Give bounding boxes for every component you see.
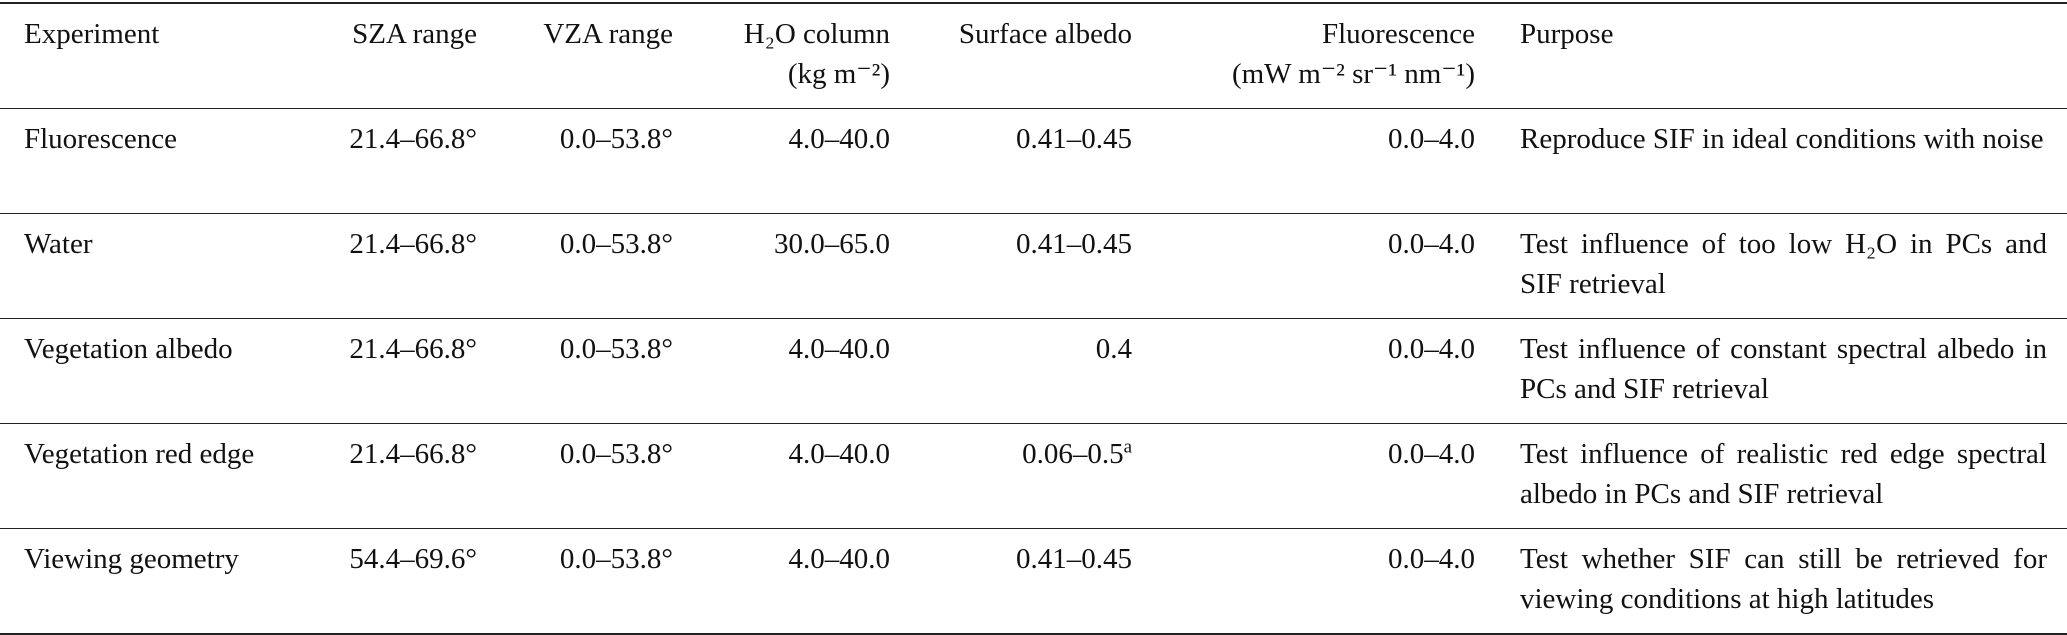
table-cell: 0.0–4.0 bbox=[1135, 214, 1478, 319]
header-cell: Experiment bbox=[0, 3, 330, 109]
cell-text: 54.4–69.6° bbox=[349, 543, 477, 575]
table-cell: Vegetation albedo bbox=[0, 319, 330, 424]
header-text: (mW m⁻² sr⁻¹ nm⁻¹) bbox=[1231, 58, 1475, 90]
cell-text: 0.0–4.0 bbox=[1388, 123, 1475, 155]
header-text: Purpose bbox=[1520, 18, 1614, 50]
table-cell: Water bbox=[0, 214, 330, 319]
table-cell: 0.06–0.5a bbox=[893, 424, 1135, 529]
table-body: Fluorescence 21.4–66.8° 0.0–53.8° 4.0–40.0 0… bbox=[0, 109, 2067, 635]
header-text: SZA range bbox=[352, 18, 477, 50]
table-cell: 4.0–40.0 bbox=[676, 319, 893, 424]
cell-text: 0.0–4.0 bbox=[1388, 543, 1475, 575]
cell-text: 0.41–0.45 bbox=[1016, 543, 1132, 575]
cell-text: 21.4–66.8° bbox=[349, 123, 477, 155]
table-cell: 21.4–66.8° bbox=[330, 319, 480, 424]
table-cell: 0.41–0.45 bbox=[893, 109, 1135, 214]
cell-text: 0.0–53.8° bbox=[559, 438, 673, 470]
cell-text: 21.4–66.8° bbox=[349, 333, 477, 365]
header-text: Surface albedo bbox=[958, 18, 1132, 50]
table-cell: 21.4–66.8° bbox=[330, 424, 480, 529]
table-cell: 0.0–53.8° bbox=[480, 424, 676, 529]
cell-text: 0.0–4.0 bbox=[1388, 333, 1475, 365]
cell-text: 30.0–65.0 bbox=[774, 228, 890, 260]
cell-text: 21.4–66.8° bbox=[349, 228, 477, 260]
header-cell: Surface albedo bbox=[893, 3, 1135, 109]
cell-text: 4.0–40.0 bbox=[788, 123, 891, 155]
table-cell: 4.0–40.0 bbox=[676, 424, 893, 529]
table-header: Experiment SZA range VZA range H₂O column (k… bbox=[0, 3, 2067, 109]
table-cell: 4.0–40.0 bbox=[676, 529, 893, 635]
table-cell: 0.0–53.8° bbox=[480, 109, 676, 214]
cell-text: 0.0–4.0 bbox=[1388, 228, 1475, 260]
table-cell: 0.0–53.8° bbox=[480, 319, 676, 424]
table-cell: 0.0–53.8° bbox=[480, 529, 676, 635]
table-cell: 0.4 bbox=[893, 319, 1135, 424]
table-cell: 21.4–66.8° bbox=[330, 109, 480, 214]
cell-text: 0.06–0.5 bbox=[1022, 438, 1124, 470]
table-cell: Reproduce SIF in ideal conditions with n… bbox=[1478, 109, 2067, 214]
cell-text: Reproduce SIF in ideal conditions with n… bbox=[1520, 123, 2044, 155]
table-cell: 0.0–4.0 bbox=[1135, 424, 1478, 529]
cell-text: 4.0–40.0 bbox=[788, 438, 891, 470]
cell-text: Vegetation red edge bbox=[24, 438, 255, 470]
table-cell: 0.0–53.8° bbox=[480, 214, 676, 319]
table-cell: Test influence of constant spectral albe… bbox=[1478, 319, 2067, 424]
header-cell: VZA range bbox=[480, 3, 676, 109]
table-cell: 30.0–65.0 bbox=[676, 214, 893, 319]
header-cell: Purpose bbox=[1478, 3, 2067, 109]
header-text: VZA range bbox=[543, 18, 673, 50]
table-cell: 0.0–4.0 bbox=[1135, 319, 1478, 424]
cell-text: 0.0–53.8° bbox=[559, 543, 673, 575]
table-row: Water 21.4–66.8° 0.0–53.8° 30.0–65.0 0.41–0.… bbox=[0, 214, 2067, 319]
table-row: Fluorescence 21.4–66.8° 0.0–53.8° 4.0–40.0 0… bbox=[0, 109, 2067, 214]
table-row: Vegetation albedo 21.4–66.8° 0.0–53.8° 4.0–… bbox=[0, 319, 2067, 424]
header-text: Experiment bbox=[24, 18, 160, 50]
cell-text: 0.0–53.8° bbox=[559, 123, 673, 155]
table-row: Viewing geometry 54.4–69.6° 0.0–53.8° 4.0–4… bbox=[0, 529, 2067, 635]
footnote-marker: a bbox=[1123, 436, 1132, 458]
header-cell: Fluorescence (mW m⁻² sr⁻¹ nm⁻¹) bbox=[1135, 3, 1478, 109]
cell-text: Test influence of realistic red edge spe… bbox=[1520, 438, 2047, 510]
table-cell: 0.0–4.0 bbox=[1135, 529, 1478, 635]
cell-text: 0.41–0.45 bbox=[1016, 123, 1132, 155]
table-cell: Viewing geometry bbox=[0, 529, 330, 635]
header-text: (kg m⁻²) bbox=[787, 58, 890, 90]
cell-text: Viewing geometry bbox=[24, 543, 239, 575]
table-cell: 21.4–66.8° bbox=[330, 214, 480, 319]
table-cell: 4.0–40.0 bbox=[676, 109, 893, 214]
header-text: Fluorescence bbox=[1322, 18, 1475, 50]
table-cell: 0.41–0.45 bbox=[893, 214, 1135, 319]
cell-text: 0.0–53.8° bbox=[559, 333, 673, 365]
cell-text: 0.0–4.0 bbox=[1388, 438, 1475, 470]
table-cell: 0.0–4.0 bbox=[1135, 109, 1478, 214]
header-text: H₂O column bbox=[743, 18, 890, 50]
cell-text: 21.4–66.8° bbox=[349, 438, 477, 470]
header-cell: H₂O column (kg m⁻²) bbox=[676, 3, 893, 109]
cell-text: Test influence of constant spectral albe… bbox=[1520, 333, 2047, 405]
header-cell: SZA range bbox=[330, 3, 480, 109]
cell-text: 0.0–53.8° bbox=[559, 228, 673, 260]
table-cell: Vegetation red edge bbox=[0, 424, 330, 529]
table-cell: Test influence of too low H₂O in PCs and… bbox=[1478, 214, 2067, 319]
cell-text: 0.41–0.45 bbox=[1016, 228, 1132, 260]
cell-text: Test whether SIF can still be retrieved … bbox=[1520, 543, 2047, 615]
table-cell: Test whether SIF can still be retrieved … bbox=[1478, 529, 2067, 635]
table-cell: 0.41–0.45 bbox=[893, 529, 1135, 635]
table-cell: Test influence of realistic red edge spe… bbox=[1478, 424, 2067, 529]
table-row: Vegetation red edge 21.4–66.8° 0.0–53.8° 4.… bbox=[0, 424, 2067, 529]
cell-text: Fluorescence bbox=[24, 123, 177, 155]
cell-text: Vegetation albedo bbox=[24, 333, 233, 365]
header-row: Experiment SZA range VZA range H₂O column (k… bbox=[0, 3, 2067, 109]
cell-text: 0.4 bbox=[1095, 333, 1132, 365]
table-cell: Fluorescence bbox=[0, 109, 330, 214]
cell-text: 4.0–40.0 bbox=[788, 333, 891, 365]
cell-text: Test influence of too low H₂O in PCs and… bbox=[1520, 228, 2047, 300]
cell-text: 4.0–40.0 bbox=[788, 543, 891, 575]
table-cell: 54.4–69.6° bbox=[330, 529, 480, 635]
cell-text: Water bbox=[24, 228, 93, 260]
